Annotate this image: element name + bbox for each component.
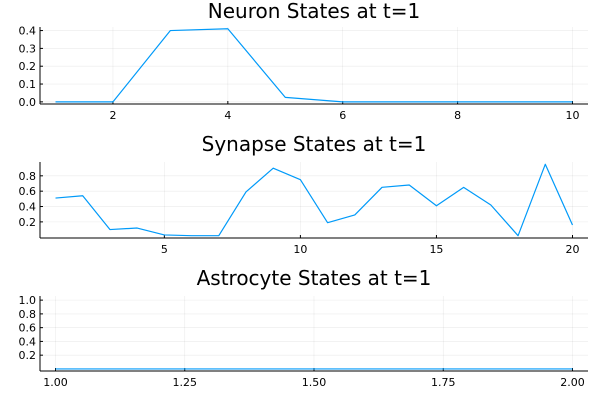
synapse-states-xtick-label: 10 xyxy=(293,243,307,256)
neuron-states-panel: Neuron States at t=1 2 4 6 8 10 0.0 0.1 0.2 0.3 0… xyxy=(19,0,588,122)
neuron-states-ytick-label: 0.2 xyxy=(19,60,37,73)
neuron-states-xtick-label: 6 xyxy=(339,109,346,122)
astrocyte-states-xtick-label: 1.75 xyxy=(431,376,456,389)
astrocyte-states-xtick-label: 1.00 xyxy=(43,376,68,389)
synapse-states-ticks: 5 10 15 20 0.2 0.4 0.6 0.8 xyxy=(19,170,580,256)
astrocyte-states-title: Astrocyte States at t=1 xyxy=(197,266,432,290)
neuron-states-ytick-label: 0.0 xyxy=(19,96,37,109)
neuron-states-series-line xyxy=(55,28,573,103)
astrocyte-states-ytick-label: 0.6 xyxy=(19,322,37,335)
synapse-states-ytick-label: 0.2 xyxy=(19,216,37,229)
neuron-states-ytick-label: 0.4 xyxy=(19,25,37,38)
neuron-states-axes xyxy=(39,27,588,105)
astrocyte-states-panel: Astrocyte States at t=1 1.00 1.25 1.50 1.75… xyxy=(19,266,588,389)
astrocyte-states-grid xyxy=(40,296,588,371)
neuron-states-ytick-label: 0.1 xyxy=(19,78,37,91)
astrocyte-states-xtick-label: 1.50 xyxy=(302,376,327,389)
synapse-states-grid xyxy=(40,162,588,238)
synapse-states-xtick-label: 20 xyxy=(565,243,579,256)
neuron-states-xtick-label: 2 xyxy=(109,109,116,122)
astrocyte-states-ticks: 1.00 1.25 1.50 1.75 2.00 0.20.40.60.81.0 xyxy=(19,294,585,389)
synapse-states-axes xyxy=(39,162,588,239)
synapse-states-xtick-label: 15 xyxy=(429,243,443,256)
neuron-states-grid xyxy=(40,27,588,104)
synapse-states-series xyxy=(55,163,574,237)
synapse-states-title: Synapse States at t=1 xyxy=(202,132,427,156)
neuron-states-series xyxy=(55,28,573,103)
neuron-states-xtick-label: 8 xyxy=(454,109,461,122)
neuron-states-xtick-label: 4 xyxy=(224,109,231,122)
astrocyte-states-ytick-label: 0.8 xyxy=(19,308,37,321)
neuron-states-ytick-label: 0.3 xyxy=(19,42,37,55)
synapse-states-panel: Synapse States at t=1 5 10 15 20 0.2 0.4 0.6 0.… xyxy=(19,132,588,256)
neuron-states-title: Neuron States at t=1 xyxy=(208,0,421,23)
astrocyte-states-xtick-label: 2.00 xyxy=(560,376,585,389)
neuron-states-xtick-label: 10 xyxy=(565,109,579,122)
synapse-states-series-line xyxy=(55,163,574,237)
astrocyte-states-ytick-label: 0.4 xyxy=(19,335,37,348)
astrocyte-states-ytick-label: 0.2 xyxy=(19,349,37,362)
synapse-states-ytick-label: 0.4 xyxy=(19,201,37,214)
synapse-states-xtick-label: 5 xyxy=(161,243,168,256)
synapse-states-ytick-label: 0.6 xyxy=(19,185,37,198)
astrocyte-states-ytick-label: 1.0 xyxy=(19,294,37,307)
astrocyte-states-xtick-label: 1.25 xyxy=(173,376,198,389)
neuron-states-ticks: 2 4 6 8 10 0.0 0.1 0.2 0.3 0.4 xyxy=(19,25,580,122)
synapse-states-ytick-label: 0.8 xyxy=(19,170,37,183)
